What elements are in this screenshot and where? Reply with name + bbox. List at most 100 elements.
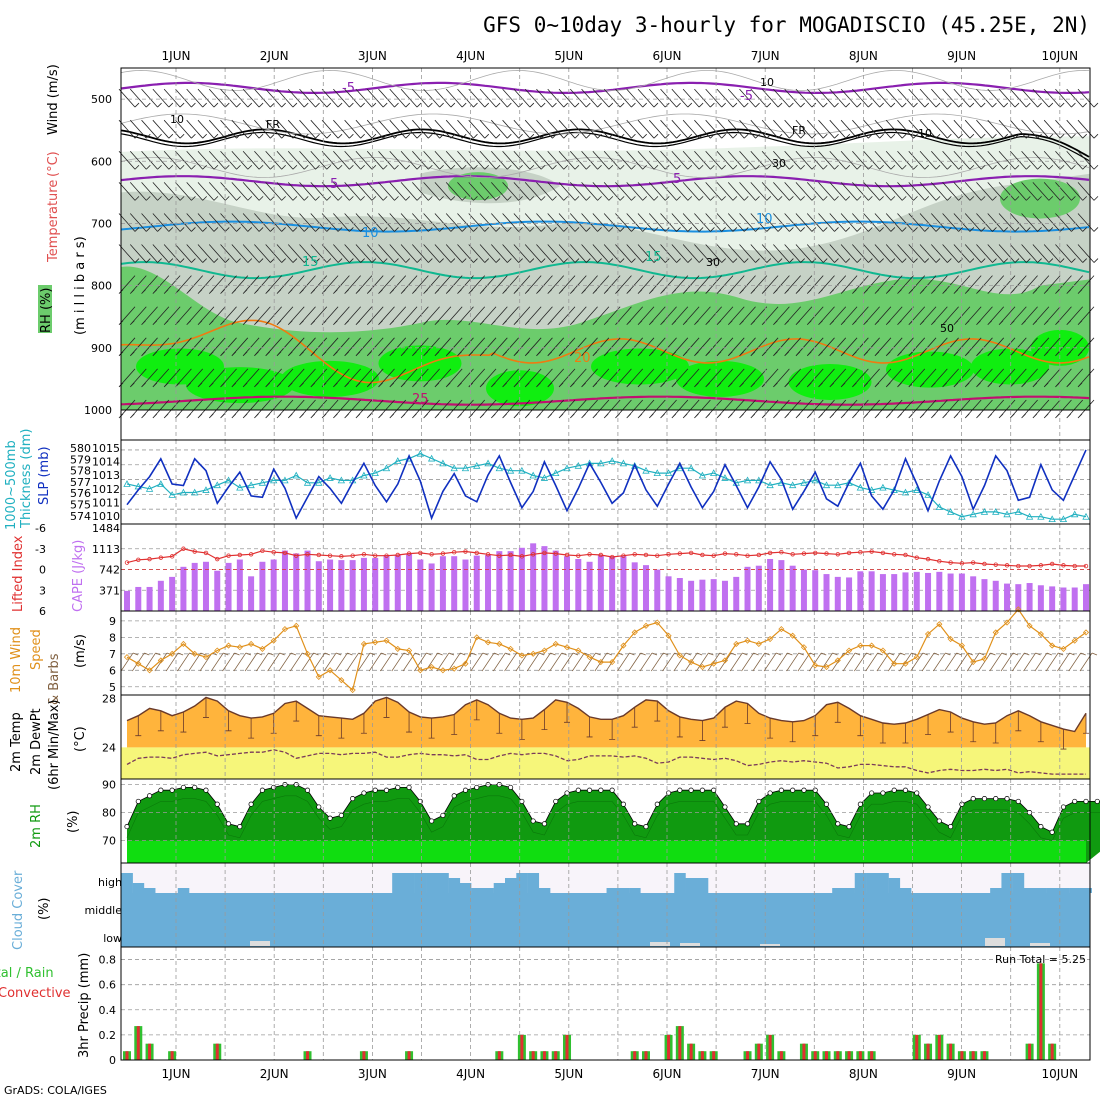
barb [287,213,309,232]
surface-barb-67 [876,652,895,672]
barb [254,244,275,263]
cape-bar-38 [552,550,559,611]
thickness-point-4 [168,491,176,498]
rh2m-point-52 [711,787,717,793]
thickness-point-70 [913,486,921,493]
thickness-tick-577: 577 [70,476,91,489]
cape-bar-13 [270,559,277,611]
barb [694,88,715,108]
barb [389,213,411,232]
barb [885,368,903,388]
barb [964,399,982,419]
contour-label-wind-10c: 10 [918,127,932,140]
barb [141,337,158,357]
barb [1043,368,1061,388]
barb [287,399,305,419]
barb [445,213,467,232]
pressure-tick-1000: 1000 [84,404,112,417]
thickness-point-17 [315,478,323,486]
rh-legend-swatch [38,285,52,333]
barb [231,306,249,326]
precip-conv-80 [1028,1043,1032,1060]
wind-point-67 [879,647,886,654]
rh2m-point-63 [835,821,841,827]
barb [987,337,1005,357]
wind-point-49 [676,652,683,659]
precip-conv-45 [633,1051,637,1060]
contour-5 [120,175,1090,188]
barb [581,275,598,294]
barb [863,337,880,357]
contour-label-wind-30a: 30 [772,157,786,170]
barb [660,275,677,294]
rh2m-point-16 [304,787,311,793]
temp-whisker-57 [767,718,774,739]
barb [671,119,693,139]
rh2m-point-41 [587,787,593,793]
barb [569,399,587,419]
barb [366,275,384,294]
barb [1077,275,1095,294]
barb [671,213,693,232]
barb [931,88,952,108]
barb [795,368,813,388]
barb [976,368,993,388]
precip-unit-label: 3hr Precip (mm) [77,953,92,1058]
barb [581,306,598,326]
barb [468,337,486,357]
barb [1055,119,1076,139]
barb [423,275,440,294]
barb [569,244,591,263]
rh2m-point-50 [688,787,694,793]
barb [186,88,207,108]
barb [491,399,508,419]
barb [299,88,320,108]
barb [998,337,1016,357]
barb [163,275,181,294]
li-point-82 [1049,561,1055,567]
barb [908,399,926,419]
barb [953,119,975,139]
rh-tick-70: 70 [102,835,116,848]
cloud-high-50 [685,878,698,893]
barb [479,399,497,419]
barb [152,151,174,170]
rh-patch-bright-1 [186,367,294,404]
cloud-high-32 [482,888,494,893]
wind-point-81 [1037,630,1044,638]
barb [536,368,553,388]
barb [784,337,801,357]
surface-barb-29 [447,652,466,672]
cape-bar-40 [575,558,582,611]
barb [502,213,523,232]
barb [603,151,625,170]
cloud-high-25 [403,873,415,893]
wind-point-74 [958,642,965,649]
barb [863,119,884,139]
credit: GrADS: COLA/IGES [4,1084,107,1097]
li-point-4 [169,554,175,559]
li-point-19 [339,554,344,559]
barb [818,399,835,419]
cloud-high-65 [854,873,867,893]
barb [479,244,501,263]
surface-barb-49 [673,652,691,672]
barb [773,306,790,326]
barb [818,337,835,357]
barb [197,244,219,263]
barb [750,244,772,263]
li-point-53 [722,551,728,556]
date-bottom-7JUN: 7JUN [751,1067,780,1081]
barb [344,88,365,108]
thickness-point-29 [450,464,458,472]
date-bottom-1JUN: 1JUN [162,1067,191,1081]
barb [727,151,749,170]
barb [626,306,644,326]
barb [502,151,523,170]
rh-label: RH (%) [39,288,54,333]
surface-barb-62 [820,652,838,672]
cloud-level-low: low [103,932,122,945]
cape-bar-6 [191,562,198,611]
barb [716,182,738,201]
